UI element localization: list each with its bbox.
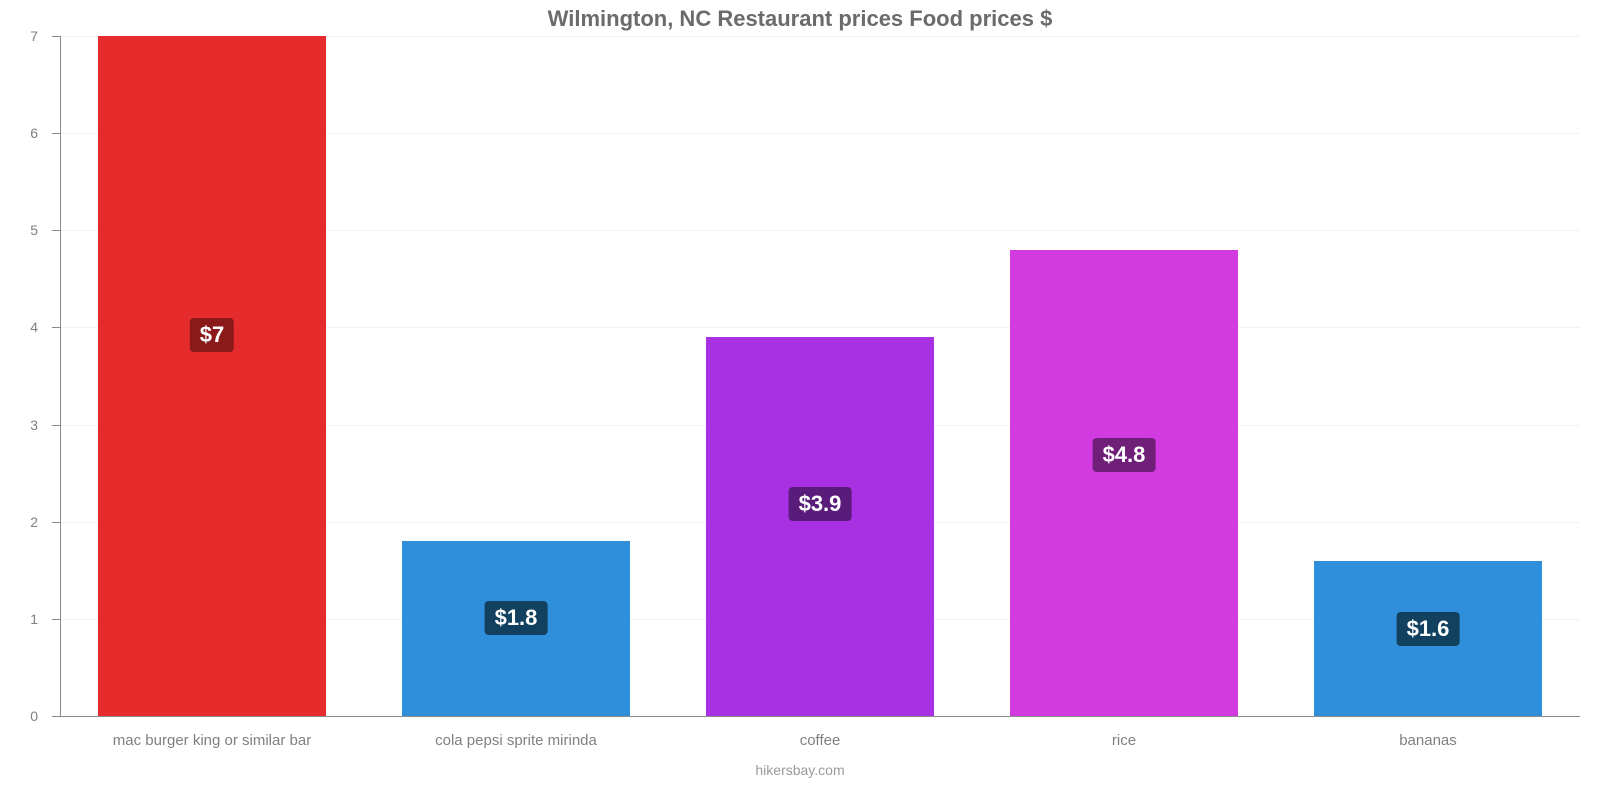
ytick-mark	[52, 522, 60, 523]
ytick-label: 5	[8, 222, 38, 238]
ytick-label: 0	[8, 708, 38, 724]
value-badge: $4.8	[1093, 438, 1156, 472]
chart-footer: hikersbay.com	[0, 762, 1600, 778]
ytick-label: 4	[8, 319, 38, 335]
xtick-label: bananas	[1399, 732, 1457, 749]
bar	[706, 337, 934, 716]
ytick-mark	[52, 133, 60, 134]
xtick-label: rice	[1112, 732, 1136, 749]
ytick-label: 2	[8, 514, 38, 530]
ytick-mark	[52, 230, 60, 231]
chart-container: Wilmington, NC Restaurant prices Food pr…	[0, 0, 1600, 800]
value-badge: $1.8	[485, 601, 548, 635]
xtick-label: coffee	[800, 732, 841, 749]
value-badge: $1.6	[1397, 612, 1460, 646]
xtick-label: cola pepsi sprite mirinda	[435, 732, 597, 749]
ytick-mark	[52, 619, 60, 620]
ytick-label: 7	[8, 28, 38, 44]
bar	[1010, 250, 1238, 716]
ytick-mark	[52, 425, 60, 426]
ytick-label: 3	[8, 417, 38, 433]
ytick-mark	[52, 716, 60, 717]
chart-title: Wilmington, NC Restaurant prices Food pr…	[0, 6, 1600, 32]
plot-area: 01234567$7mac burger king or similar bar…	[60, 36, 1580, 716]
ytick-label: 1	[8, 611, 38, 627]
ytick-label: 6	[8, 125, 38, 141]
value-badge: $3.9	[789, 487, 852, 521]
y-axis-line	[60, 36, 61, 716]
xtick-label: mac burger king or similar bar	[113, 732, 311, 749]
x-axis-line	[60, 716, 1580, 717]
ytick-mark	[52, 36, 60, 37]
ytick-mark	[52, 327, 60, 328]
bar	[98, 36, 326, 716]
value-badge: $7	[190, 318, 234, 352]
